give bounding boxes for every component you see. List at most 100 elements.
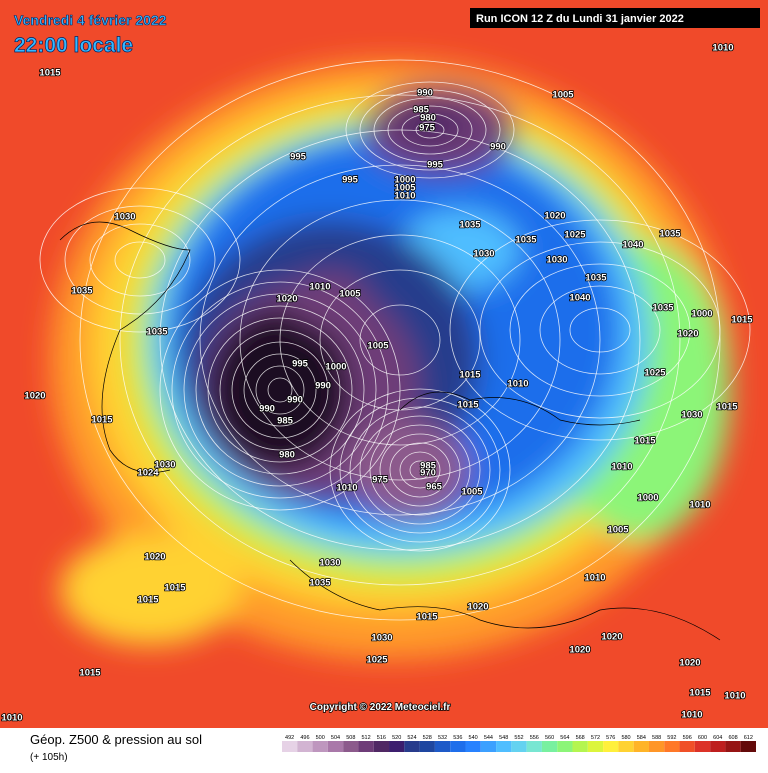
legend-swatch [557,741,573,752]
legend-swatch [679,741,695,752]
pressure-label: 1020 [144,552,165,563]
isobar [349,406,491,534]
pressure-label: 1005 [367,341,389,352]
isobar [373,97,487,163]
legend-tick: 496 [300,735,309,741]
pressure-label: 1035 [515,235,537,246]
footer-lead: (+ 105h) [30,752,68,763]
legend-swatch [389,741,405,752]
pressure-label: 1030 [371,633,392,644]
pressure-label: 1020 [24,391,45,402]
legend-swatch [603,741,619,752]
pressure-label: 1020 [569,645,590,656]
pressure-label: 1015 [634,436,656,447]
pressure-label: 985 [413,105,430,116]
legend-swatch [664,741,680,752]
legend-swatch [511,741,527,752]
pressure-label: 1000 [637,493,658,504]
date: Vendredi 4 février 2022 [14,12,167,28]
pressure-label: 1005 [552,90,574,101]
pressure-label: 990 [287,395,303,406]
isobar [159,129,641,551]
legend-tick: 568 [576,735,585,741]
pressure-label: 995 [427,160,444,171]
pressure-label: 1010 [336,483,357,494]
legend-tick: 504 [331,735,340,741]
legend-swatch [740,741,756,752]
legend-swatch [633,741,649,752]
legend-tick: 500 [316,735,325,741]
isobar [359,415,481,525]
isobar [239,199,561,481]
time: 22:00 locale [14,34,133,57]
pressure-label: 1020 [679,658,700,669]
isobar [415,121,445,139]
isobar [89,223,191,297]
pressure-label: 980 [279,450,295,461]
pressure-label: 1025 [366,655,388,666]
isobar [64,205,216,315]
pressure-label: 1024 [137,468,159,479]
legend-swatch [648,741,665,752]
isobars [39,59,751,621]
legend-tick: 520 [392,735,401,741]
pressure-label: 1010 [611,462,632,473]
pressure-label: 1035 [652,303,674,314]
isobar [171,281,389,499]
pressure-label: 1030 [546,255,567,266]
legend-swatch [404,741,420,752]
legend-swatch [358,741,374,752]
pressure-label: 1030 [154,460,175,471]
legend-tick: 548 [499,735,508,741]
legend-tick: 524 [407,735,416,741]
legend-tick: 516 [377,735,386,741]
isobar [389,442,451,498]
pressure-label: 1040 [622,240,643,251]
legend-tick: 588 [652,735,661,741]
pressure-label: 1020 [276,294,297,305]
isobar [183,293,377,487]
legend-swatch [572,741,588,752]
pressure-label: 980 [420,113,436,124]
coastlines [59,221,721,641]
pressure-label: 1000 [325,362,346,373]
pressure-label: 1015 [716,402,738,413]
pressure-label: 1010 [712,43,733,54]
pressure-label: 1030 [473,249,494,260]
legend-tick: 528 [423,735,432,741]
legend-tick: 580 [621,735,630,741]
pressure-label: 1025 [644,368,666,379]
pressure-label: 1030 [319,558,340,569]
isobar [399,451,441,489]
pressure-label: 1040 [569,293,590,304]
legend-swatch [618,741,634,752]
pressure-label: 1035 [146,327,168,338]
isobar [195,305,365,475]
isobar [369,424,471,516]
pressure-label: 1015 [731,315,753,326]
pressure-label: 1030 [114,212,135,223]
legend-tick: 540 [469,735,478,741]
legend-tick: 592 [667,735,676,741]
pressure-label: 1015 [79,668,101,679]
isobar [114,241,166,279]
legend-swatch [541,741,558,752]
legend-tick: 492 [285,735,294,741]
pressure-label: 990 [417,88,433,99]
pressure-label: 985 [420,461,437,472]
isobar [359,304,441,376]
legend-tick: 556 [530,735,539,741]
pressure-label: 1015 [39,68,61,79]
legend-tick: 608 [728,735,737,741]
legend-swatch [343,741,359,752]
legend-tick: 600 [698,735,707,741]
legend-tick: 596 [683,735,692,741]
pressure-label: 1010 [584,573,605,584]
pressure-label: 1015 [416,612,438,623]
legend-swatch [297,741,313,752]
legend-swatch [450,741,466,752]
legend: 492 496 500 504 508 512 516 520 524 528 532 536 540 5… [282,735,756,752]
pressure-label: 1035 [659,229,681,240]
